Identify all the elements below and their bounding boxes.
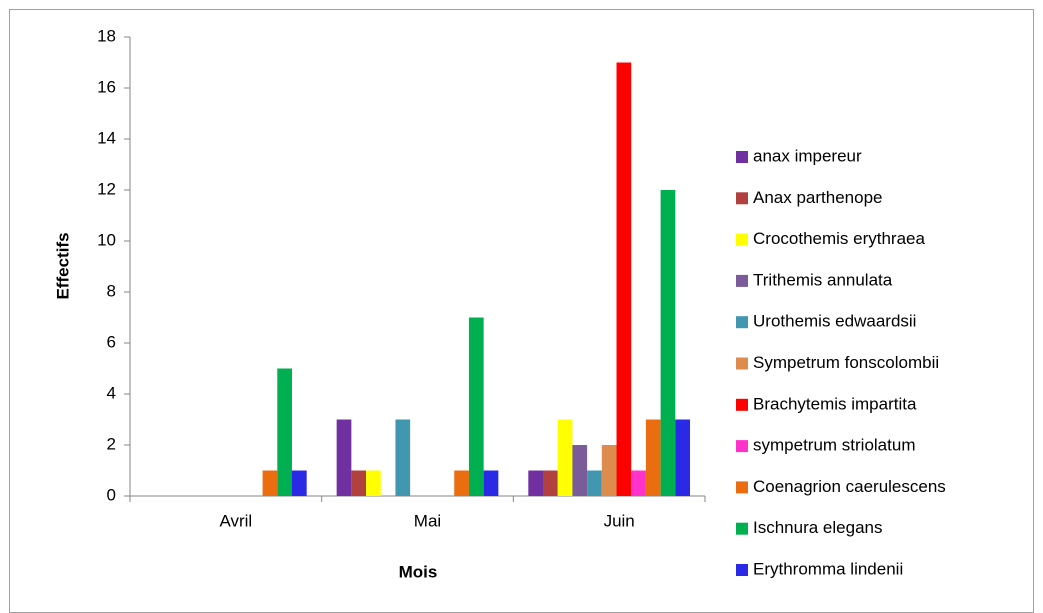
bar: [366, 470, 381, 496]
legend-swatch: [736, 192, 748, 205]
legend-swatch: [736, 233, 748, 246]
bar: [557, 419, 573, 496]
legend-swatch: [736, 274, 748, 287]
bar: [645, 419, 661, 496]
legend-label: Ischnura elegans: [753, 518, 882, 537]
x-axis-title: Mois: [399, 562, 438, 581]
bar: [543, 470, 558, 496]
legend-label: Crocothemis erythraea: [753, 229, 926, 248]
legend-label: Coenagrion caerulescens: [753, 477, 946, 496]
legend-swatch: [736, 316, 748, 329]
bar: [291, 470, 307, 496]
chart-border: [9, 9, 1034, 613]
bar: [616, 62, 632, 496]
y-tick-label: 0: [107, 485, 116, 504]
legend-label: sympetrum striolatum: [753, 436, 915, 455]
legend-label: Sympetrum fonscolombii: [753, 353, 939, 372]
y-tick-label: 16: [97, 77, 116, 96]
bar: [277, 368, 292, 496]
bar: [262, 470, 278, 496]
bar: [351, 470, 367, 496]
bar: [587, 470, 602, 496]
legend-swatch: [736, 481, 748, 494]
bar: [572, 445, 588, 496]
legend-swatch: [736, 151, 748, 163]
bar: [631, 470, 646, 496]
bar: [454, 470, 469, 496]
legend-label: anax impereur: [753, 146, 862, 165]
legend-swatch: [736, 440, 748, 453]
y-tick-label: 12: [97, 179, 116, 198]
y-tick-label: 18: [97, 26, 116, 45]
legend-swatch: [736, 357, 748, 370]
bar: [468, 317, 484, 496]
y-tick-label: 6: [107, 332, 116, 351]
y-tick-label: 2: [107, 434, 116, 453]
bar: [336, 419, 352, 496]
bar: [660, 190, 676, 496]
y-tick-label: 4: [107, 383, 116, 402]
bar: [528, 470, 544, 496]
legend-label: Urothemis edwaardsii: [753, 312, 916, 331]
legend-label: Trithemis annulata: [753, 270, 893, 289]
y-tick-label: 8: [107, 281, 116, 300]
x-tick-label: Juin: [604, 511, 635, 530]
bar: [675, 419, 691, 496]
y-axis-title: Effectifs: [53, 232, 72, 299]
legend-label: Anax parthenope: [753, 188, 883, 207]
y-tick-label: 10: [97, 230, 116, 249]
bar: [601, 445, 617, 496]
legend-swatch: [736, 522, 748, 535]
legend-label: Erythromma lindenii: [753, 559, 903, 578]
y-tick-label: 14: [97, 128, 116, 147]
bar: [483, 470, 499, 496]
legend-label: Brachytemis impartita: [753, 394, 917, 413]
x-tick-label: Mai: [414, 511, 441, 530]
legend-swatch: [736, 564, 748, 576]
x-tick-label: Avril: [219, 511, 252, 530]
bar: [395, 419, 411, 496]
legend-swatch: [736, 398, 748, 411]
